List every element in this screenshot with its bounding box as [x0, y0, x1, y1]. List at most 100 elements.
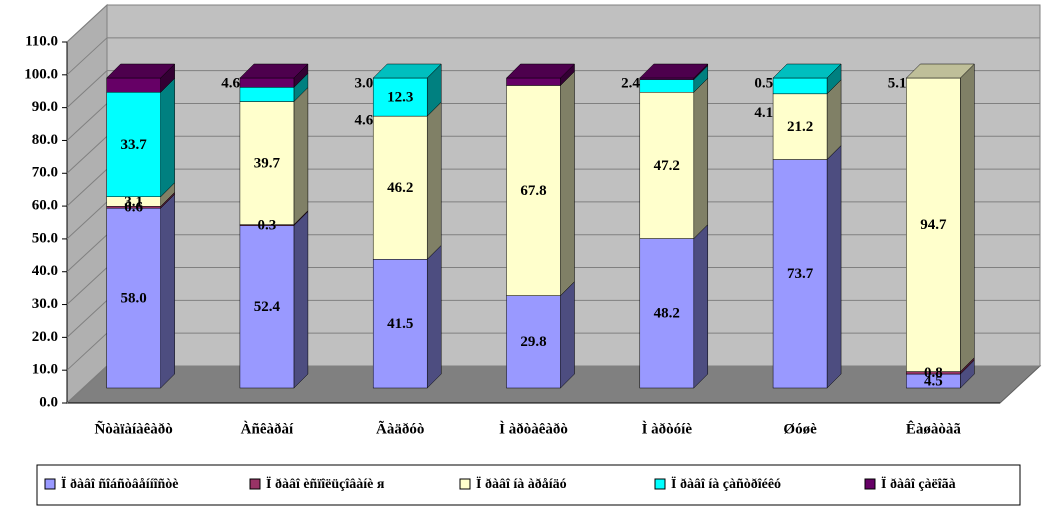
value-label: 48.2 — [654, 306, 680, 322]
bar-segment — [639, 238, 695, 389]
bar-segment — [506, 85, 561, 296]
bar-top — [905, 63, 975, 79]
bar-top — [239, 63, 309, 79]
y-tick-label: 30.0 — [32, 296, 58, 312]
bar-segment — [106, 77, 161, 93]
bar-side — [826, 144, 842, 389]
value-label: 4.6 — [355, 113, 374, 129]
legend-label: Ï ðàâî íà çàñòðîéêó — [671, 476, 781, 492]
legend-swatch — [459, 478, 471, 490]
y-tick-label: 20.0 — [32, 329, 58, 345]
legend-swatch — [654, 478, 666, 490]
value-label: 47.2 — [654, 158, 680, 174]
value-label: 29.8 — [520, 334, 546, 350]
bar-segment — [106, 207, 161, 389]
legend-label: Ï ðàâî èñïîëüçîâàíè я — [266, 476, 385, 492]
y-tick-label: 100.0 — [24, 66, 58, 82]
y-tick-label: 0.0 — [39, 394, 58, 410]
y-tick-label: 70.0 — [32, 165, 58, 181]
value-label: 33.7 — [121, 137, 148, 153]
value-label: 46.2 — [387, 180, 413, 196]
value-label: 3.0 — [355, 75, 374, 91]
bar-segment — [506, 77, 561, 86]
value-label: 0.6 — [124, 200, 143, 216]
bar-side — [693, 77, 709, 240]
value-label: 4.5 — [924, 373, 943, 389]
legend-swatch — [864, 478, 876, 490]
legend-label: Ï ðàâî çàëîãà — [881, 476, 956, 492]
side-wall — [66, 3, 108, 405]
bar-segment — [506, 295, 561, 389]
value-label: 0.3 — [258, 218, 277, 234]
bar-segment — [772, 77, 828, 95]
value-label: 4.1 — [754, 105, 773, 121]
bar-segment — [906, 77, 961, 372]
x-tick-label: Ñòàïàíàêàðò — [94, 419, 172, 437]
value-label: 52.4 — [254, 299, 281, 315]
y-tick-label: 50.0 — [32, 230, 58, 246]
grid-line — [66, 70, 1040, 109]
bar-segment — [772, 93, 828, 160]
bar-side — [560, 281, 575, 389]
bar-segment — [372, 77, 428, 117]
x-tick-label: Êàøàòàã — [906, 420, 962, 437]
bar-side — [426, 101, 442, 260]
y-tick-label: 110.0 — [25, 33, 58, 49]
value-label: 41.5 — [387, 316, 413, 332]
bar-side — [560, 70, 575, 297]
bar-side — [160, 193, 175, 389]
value-label: 3.1 — [124, 194, 143, 210]
value-label: 73.7 — [787, 266, 814, 282]
value-label: 94.7 — [920, 217, 947, 233]
legend-items: Ï ðàâî ñîáñòâåííîñòè Ï ðàâî èñïîëüçîâàíè … — [44, 476, 956, 492]
legend-label: Ï ðàâî íà àðåíäó — [476, 476, 567, 492]
bar-segment — [239, 77, 295, 88]
bar-side — [960, 63, 975, 373]
bar-segment — [239, 101, 295, 225]
bar-segment — [106, 92, 161, 197]
bar-segment — [639, 79, 695, 93]
value-label: 2.4 — [621, 75, 640, 91]
y-tick-label: 10.0 — [32, 362, 58, 378]
y-tick-label: 60.0 — [32, 198, 58, 214]
bar-top — [372, 63, 442, 79]
value-label: 0.8 — [924, 365, 943, 381]
value-label: 39.7 — [254, 156, 281, 172]
y-tick-label: 40.0 — [32, 263, 58, 279]
bar-top — [772, 63, 842, 79]
value-label: 67.8 — [520, 183, 546, 199]
x-tick-label: Àñêàðàí — [241, 420, 294, 437]
bar-segment — [239, 87, 295, 102]
legend — [36, 464, 1021, 506]
bar-top — [639, 63, 709, 79]
bar-segment — [639, 92, 695, 239]
value-label: 21.2 — [787, 119, 813, 135]
legend-swatch — [44, 478, 56, 490]
bar-side — [160, 77, 175, 198]
bar-top — [505, 63, 576, 79]
bar-top — [106, 63, 176, 79]
value-label: 4.6 — [221, 75, 240, 91]
bar-side — [426, 244, 442, 389]
value-label: 0.5 — [754, 75, 773, 91]
x-tick-label: Ì àðòóíè — [642, 420, 693, 437]
bar-side — [293, 86, 309, 226]
bar-side — [293, 210, 309, 389]
value-label: 12.3 — [387, 90, 413, 106]
x-tick-label: Øóøè — [783, 421, 817, 437]
bar-side — [693, 223, 709, 389]
grid-line — [66, 4, 1040, 43]
bar-segment — [372, 115, 428, 260]
grid-line — [66, 37, 1040, 76]
x-tick-label: Ì àðòàêàðò — [499, 420, 568, 437]
bar-segment — [239, 225, 295, 389]
bar-segment — [772, 159, 828, 389]
legend-label: Ï ðàâî ñîáñòâåííîñòè — [61, 476, 178, 492]
y-tick-label: 80.0 — [32, 132, 58, 148]
value-label: 5.1 — [888, 75, 907, 91]
x-tick-label: Ãàäðóò — [376, 419, 424, 437]
legend-swatch — [249, 478, 261, 490]
bar-segment — [372, 259, 428, 389]
y-tick-label: 90.0 — [32, 99, 58, 115]
